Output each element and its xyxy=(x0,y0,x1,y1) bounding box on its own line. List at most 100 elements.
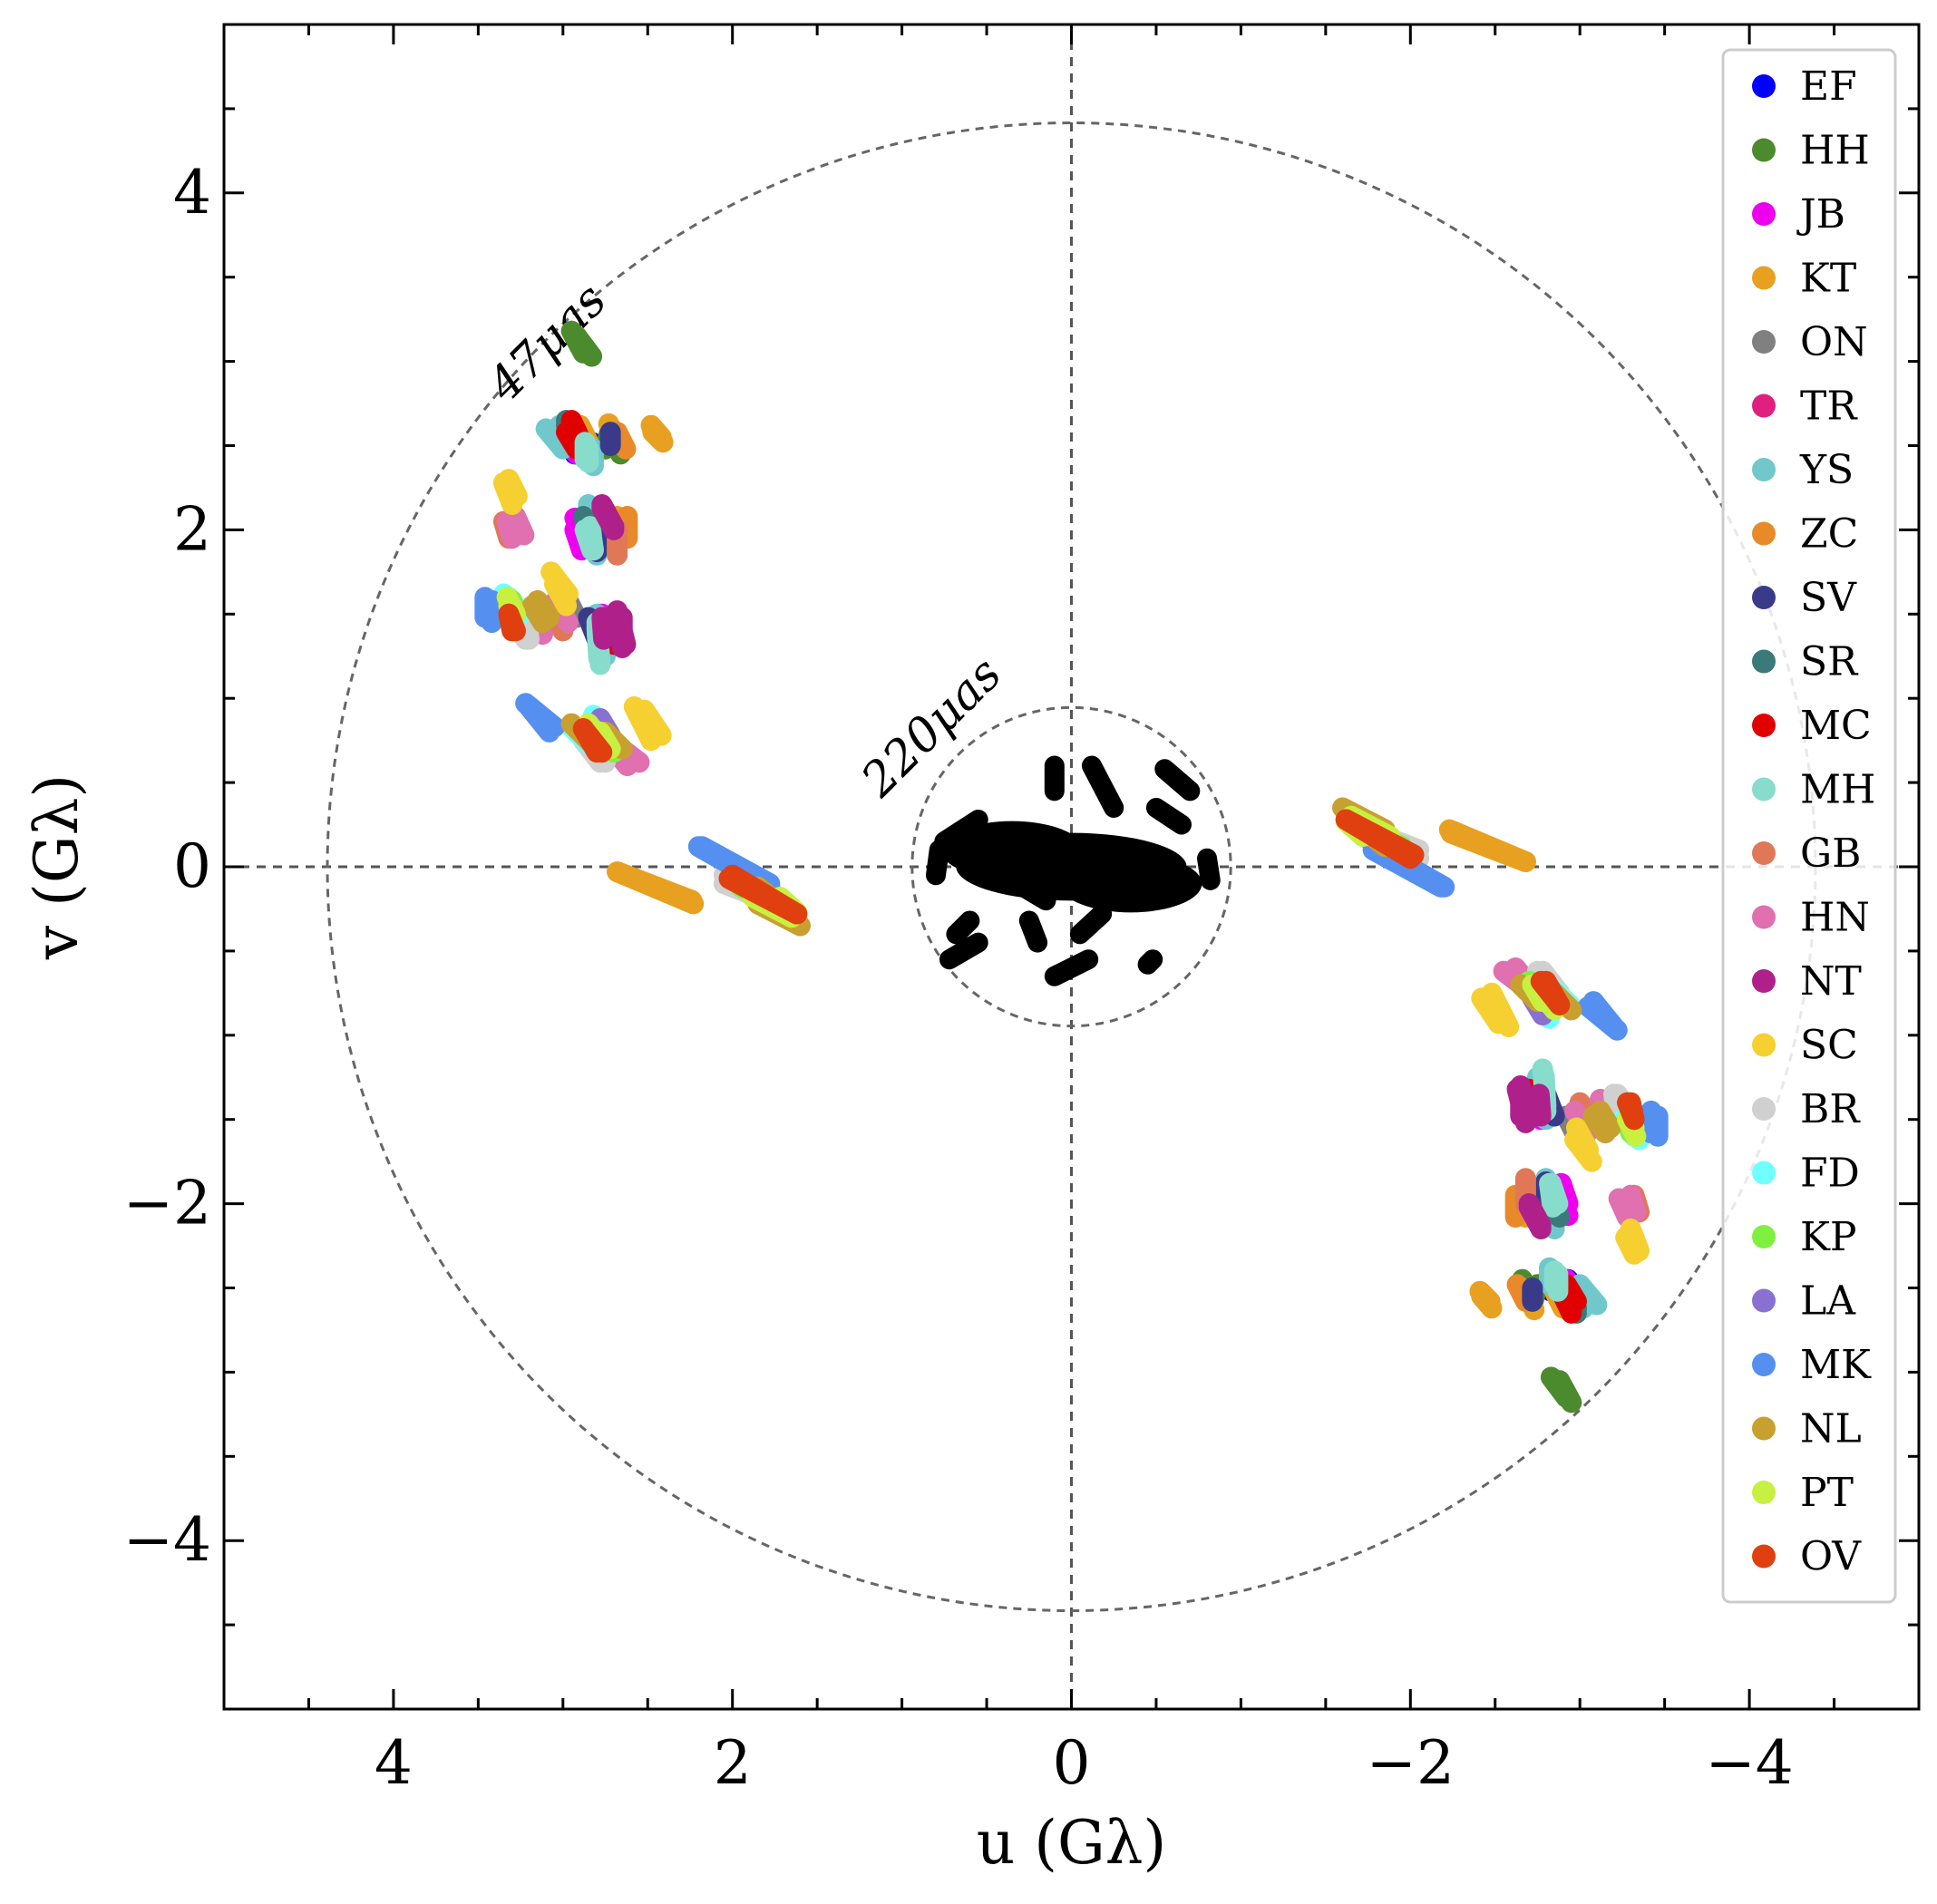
x-tick-label: −2 xyxy=(1367,1728,1455,1798)
legend-item-hn: HN xyxy=(1752,895,1870,941)
legend-item-sr: SR xyxy=(1752,639,1859,685)
inner-track xyxy=(925,840,949,886)
y-tick-label: 0 xyxy=(173,831,211,901)
legend-item-mh: MH xyxy=(1752,767,1875,813)
legend-marker xyxy=(1752,74,1776,98)
track-kt-conjugate xyxy=(607,861,703,911)
track-ys xyxy=(535,418,574,460)
legend-marker xyxy=(1752,1097,1776,1121)
legend-item-jb: JB xyxy=(1752,191,1845,238)
legend-label: NL xyxy=(1800,1406,1862,1452)
legend-item-br: BR xyxy=(1752,1086,1861,1132)
legend-label: ON xyxy=(1800,319,1868,365)
legend-marker xyxy=(1752,1416,1776,1441)
inner-track xyxy=(1069,904,1113,945)
legend-marker xyxy=(1752,521,1776,546)
track-hh xyxy=(1549,1370,1582,1413)
legend-label: HH xyxy=(1800,128,1870,174)
track-sc-conjugate xyxy=(492,471,523,516)
legend-label: YS xyxy=(1799,447,1854,493)
inner-track xyxy=(1145,797,1192,835)
track-ov xyxy=(1617,1092,1645,1131)
legend-label: ZC xyxy=(1800,511,1858,558)
y-tick-label: 2 xyxy=(173,494,211,564)
series-nt xyxy=(591,494,1552,1239)
legend-item-ov: OV xyxy=(1752,1534,1862,1580)
legend-label: PT xyxy=(1800,1470,1854,1516)
legend-marker xyxy=(1752,841,1776,865)
inner-track xyxy=(934,809,988,852)
legend-marker xyxy=(1752,969,1776,993)
series-ov xyxy=(498,603,1645,1131)
inner-track xyxy=(1137,949,1163,975)
x-tick-label: 0 xyxy=(1053,1728,1091,1798)
legend-item-mk: MK xyxy=(1752,1342,1872,1388)
track-ys-conjugate xyxy=(1569,1274,1608,1316)
x-tick-label: −4 xyxy=(1705,1728,1793,1798)
track-ov xyxy=(1335,809,1425,866)
track-mk-conjugate xyxy=(518,695,560,743)
track-sc xyxy=(1565,1117,1600,1161)
legend-item-ys: YS xyxy=(1752,447,1854,493)
track-nl xyxy=(1590,1100,1621,1139)
radius-circle-1 xyxy=(910,705,1232,1028)
legend-item-tr: TR xyxy=(1752,384,1858,430)
legend-label: EF xyxy=(1800,63,1857,110)
track-mh-conjugate xyxy=(574,519,603,561)
inner-track xyxy=(993,865,1056,911)
legend-label: NT xyxy=(1800,958,1862,1005)
legend-item-gb: GB xyxy=(1752,831,1861,877)
track-kt xyxy=(1440,822,1536,872)
legend-marker xyxy=(1752,714,1776,737)
legend-marker xyxy=(1752,1288,1776,1313)
track-sc xyxy=(1620,1218,1650,1262)
y-tick-label: −4 xyxy=(123,1505,211,1575)
legend-label: TR xyxy=(1800,384,1858,430)
legend-marker xyxy=(1752,1161,1776,1185)
legend-label: HN xyxy=(1800,895,1870,941)
track-mh xyxy=(1540,1172,1569,1215)
legend-item-nt: NT xyxy=(1752,958,1862,1005)
legend-box xyxy=(1721,48,1897,1604)
legend-item-sc: SC xyxy=(1752,1023,1858,1069)
y-tick-label: −2 xyxy=(123,1169,211,1239)
inner-cluster xyxy=(925,755,1221,986)
x-axis-label: u (Gλ) xyxy=(977,1808,1167,1878)
track-ov-conjugate xyxy=(572,718,608,763)
legend-label: LA xyxy=(1800,1278,1856,1325)
legend-label: SC xyxy=(1800,1023,1858,1069)
legend-label: MH xyxy=(1800,767,1875,813)
track-hh-conjugate xyxy=(560,320,594,364)
legend-label: KT xyxy=(1800,256,1856,302)
legend: EF HH JB KT ON TR YS ZC SV SR MC MH GB HN NT SC BR FD KP LA… xyxy=(1721,48,1897,1604)
legend-marker xyxy=(1752,1481,1776,1504)
legend-marker xyxy=(1752,905,1776,929)
legend-item-nl: NL xyxy=(1752,1406,1862,1452)
legend-marker xyxy=(1752,649,1776,674)
legend-label: MC xyxy=(1800,703,1872,749)
legend-item-sv: SV xyxy=(1752,575,1857,621)
legend-marker xyxy=(1752,586,1776,609)
series-sc xyxy=(492,469,1650,1265)
legend-item-fd: FD xyxy=(1752,1151,1860,1197)
legend-label: BR xyxy=(1800,1086,1861,1132)
legend-marker xyxy=(1752,1033,1776,1057)
track-kt-conjugate xyxy=(640,414,672,448)
circle-label-1: 220μas xyxy=(851,646,1012,808)
legend-marker xyxy=(1752,777,1776,801)
legend-marker xyxy=(1752,458,1776,481)
legend-marker xyxy=(1752,138,1776,162)
legend-marker xyxy=(1752,1225,1776,1248)
inner-track xyxy=(1104,840,1166,886)
track-sc xyxy=(1481,982,1520,1038)
track-ov xyxy=(1535,970,1571,1015)
legend-marker xyxy=(1752,393,1776,418)
legend-label: FD xyxy=(1800,1151,1860,1197)
legend-marker xyxy=(1752,202,1776,226)
legend-item-hh: HH xyxy=(1752,128,1870,174)
axes-layer: 4 2 0 −2 −4 4 2 0 −2 −4 u (Gλ) v (Gλ) xyxy=(22,23,1921,1878)
legend-item-mc: MC xyxy=(1752,703,1872,749)
legend-label: MK xyxy=(1800,1342,1872,1388)
track-ov-conjugate xyxy=(718,868,808,925)
